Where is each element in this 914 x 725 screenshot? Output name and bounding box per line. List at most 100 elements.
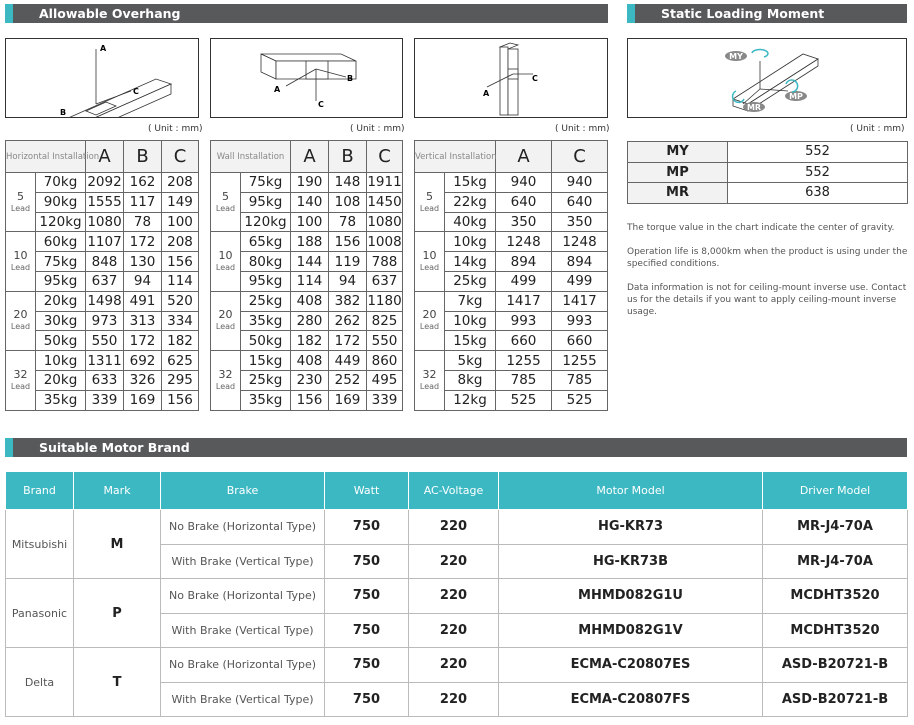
row: 95kg 637 94 114 xyxy=(6,270,199,292)
cell: 449 xyxy=(328,350,368,371)
row: 25kg 230 252 495 xyxy=(211,369,404,391)
cell: 5kg xyxy=(443,350,497,371)
row: 95kg 140 108 1450 xyxy=(211,191,404,213)
cell: 499 xyxy=(551,270,609,292)
header-cell: B xyxy=(123,140,162,173)
cell: 382 xyxy=(328,290,368,312)
lead-label: Lead xyxy=(419,203,440,213)
row: 22kg 640 640 xyxy=(415,191,609,213)
note: Data information is not for ceiling-moun… xyxy=(627,283,907,317)
cell: 78 xyxy=(328,211,368,233)
row: Panasonic P No Brake (Horizontal Type) 750 2… xyxy=(5,578,908,648)
cell: 7kg xyxy=(443,290,497,312)
cell: 785 xyxy=(551,369,609,391)
row: MY 552 xyxy=(627,141,908,163)
overhang-table: Horizontal Installation A B C 5 Lead 70kg 2092 1… xyxy=(5,140,199,411)
cell: 520 xyxy=(161,290,199,312)
cell: 220 xyxy=(408,578,499,614)
lead-value: 5 xyxy=(426,189,433,203)
cell: 993 xyxy=(551,310,609,332)
note: Operation life is 8,000km when the produ… xyxy=(627,247,908,269)
cell: 550 xyxy=(85,330,124,352)
header-cell: C xyxy=(551,140,609,173)
cell: 182 xyxy=(290,330,330,352)
diagram-label: MP xyxy=(789,92,803,101)
cell: 182 xyxy=(161,330,199,352)
cell: 1498 xyxy=(85,290,124,312)
row: 5 Lead 75kg 190 148 1911 xyxy=(210,171,404,233)
diagram-label: B xyxy=(347,74,353,83)
cell: MP xyxy=(627,161,728,183)
header-cell: Horizontal Installation xyxy=(5,140,99,173)
cell: 12kg xyxy=(443,389,497,411)
cell: ASD-B20721-B xyxy=(762,647,908,683)
row: 5 Lead 15kg 940 940 xyxy=(414,171,609,233)
cell: 50kg xyxy=(239,330,292,352)
cell: 350 xyxy=(551,211,609,233)
lead-label: Lead xyxy=(10,381,31,391)
cell: 2092 xyxy=(85,172,124,193)
cell: 20kg xyxy=(35,369,86,391)
diagram: C A xyxy=(414,38,608,118)
cell: 788 xyxy=(366,251,404,272)
lead-value: 32 xyxy=(218,367,233,381)
row: 10 Lead 10kg 1248 1248 xyxy=(414,231,609,292)
row: 35kg 339 169 156 xyxy=(6,389,199,411)
cell: 80kg xyxy=(239,251,292,272)
cell: 25kg xyxy=(239,290,292,312)
lead-value: 10 xyxy=(218,249,233,263)
row: 10 Lead 65kg 188 156 1008 xyxy=(210,231,404,292)
cell: 108 xyxy=(328,191,368,213)
diagram-label: C xyxy=(532,74,538,83)
cell: 550 xyxy=(366,330,404,352)
lead-value: 20 xyxy=(422,308,437,322)
cell: 848 xyxy=(85,251,124,272)
lead-cell: 10 Lead xyxy=(210,231,241,292)
diagram: MY MR MP xyxy=(627,38,907,118)
lead-value: 10 xyxy=(13,249,28,263)
row: 35kg 280 262 825 xyxy=(211,310,404,332)
header-cell: Mark xyxy=(73,472,161,510)
cell: 78 xyxy=(123,211,162,233)
lead-value: 10 xyxy=(422,249,437,263)
cell: 75kg xyxy=(239,172,292,193)
cell: 339 xyxy=(85,389,124,411)
cell: 1107 xyxy=(85,231,124,253)
cell: 326 xyxy=(123,369,162,391)
cell: 525 xyxy=(495,389,553,411)
diagram-label: C xyxy=(318,100,324,109)
cell: 149 xyxy=(161,191,199,213)
cell: 60kg xyxy=(35,231,86,253)
cell: 144 xyxy=(290,251,330,272)
cell: MR-J4-70A xyxy=(762,543,908,579)
cell: 220 xyxy=(408,647,499,683)
cell: 825 xyxy=(366,310,404,332)
mark-cell: M xyxy=(73,509,161,579)
cell: 70kg xyxy=(35,172,86,193)
header-cell: Brand xyxy=(5,472,74,510)
header-row: Horizontal Installation A B C xyxy=(5,140,199,173)
cell: MCDHT3520 xyxy=(762,578,908,614)
cell: 117 xyxy=(123,191,162,213)
cell: 95kg xyxy=(239,270,292,292)
header-cell: Brake xyxy=(160,472,325,510)
cell: 1080 xyxy=(366,211,404,233)
unit-label: ( Unit : mm) xyxy=(148,124,203,134)
cell: 252 xyxy=(328,369,368,391)
cell: 408 xyxy=(290,350,330,371)
cell: 114 xyxy=(161,270,199,292)
cell: 220 xyxy=(408,612,499,648)
lead-value: 5 xyxy=(222,189,229,203)
cell: 14kg xyxy=(443,251,497,272)
cell: 625 xyxy=(161,350,199,371)
cell: 1417 xyxy=(495,290,553,312)
cell: 156 xyxy=(161,251,199,272)
cell: MR-J4-70A xyxy=(762,509,908,545)
row: 120kg 1080 78 100 xyxy=(6,211,199,233)
cell: 750 xyxy=(324,543,409,579)
lead-label: Lead xyxy=(215,203,236,213)
cell: 660 xyxy=(551,330,609,352)
cell: 1008 xyxy=(366,231,404,253)
cell: 100 xyxy=(290,211,330,233)
